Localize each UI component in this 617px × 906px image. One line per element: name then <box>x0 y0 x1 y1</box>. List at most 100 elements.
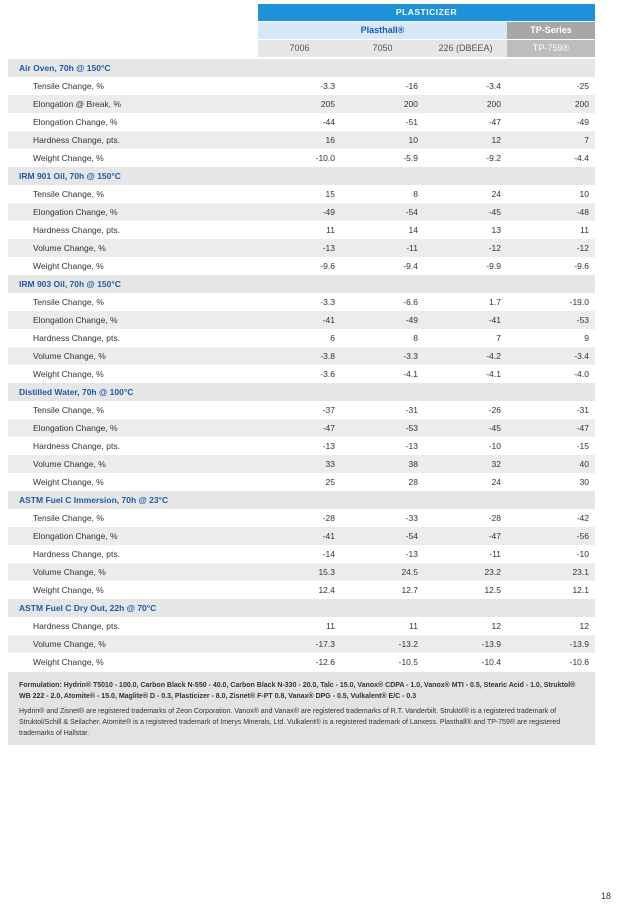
section-title: IRM 903 Oil, 70h @ 150°C <box>19 279 121 289</box>
data-row: Hardness Change, pts. -14 -13 -11 -10 <box>8 545 595 563</box>
row-label: Hardness Change, pts. <box>33 549 120 559</box>
value-cell: -49 <box>576 117 589 127</box>
section-title: ASTM Fuel C Immersion, 70h @ 23°C <box>19 495 169 505</box>
section-row: ASTM Fuel C Dry Out, 22h @ 70°C <box>8 599 595 617</box>
value-cell: -47 <box>488 531 501 541</box>
value-cell: -4.1 <box>403 369 418 379</box>
value-cell: -48 <box>576 207 589 217</box>
value-cell: -13 <box>322 243 335 253</box>
section-row: Distilled Water, 70h @ 100°C <box>8 383 595 401</box>
family-header: TP-Series <box>507 22 595 39</box>
value-cell: 13 <box>491 225 501 235</box>
row-label: Volume Change, % <box>33 459 106 469</box>
data-row: Volume Change, % 15.3 24.5 23.2 23.1 <box>8 563 595 581</box>
value-cell: -10.0 <box>315 153 335 163</box>
data-row: Weight Change, % -10.0 -5.9 -9.2 -4.4 <box>8 149 595 167</box>
value-cell: 33 <box>325 459 335 469</box>
row-label: Tensile Change, % <box>33 405 104 415</box>
value-cell: 11 <box>326 621 335 631</box>
data-row: Hardness Change, pts. -13 -13 -10 -15 <box>8 437 595 455</box>
value-cell: 200 <box>574 99 589 109</box>
row-label: Volume Change, % <box>33 351 106 361</box>
data-row: Weight Change, % -9.6 -9.4 -9.9 -9.6 <box>8 257 595 275</box>
value-cell: -11 <box>406 243 418 253</box>
value-cell: 25 <box>325 477 335 487</box>
value-cell: 11 <box>326 225 335 235</box>
data-row: Volume Change, % -13 -11 -12 -12 <box>8 239 595 257</box>
value-cell: -19.0 <box>569 297 589 307</box>
value-cell: 8 <box>413 189 418 199</box>
value-cell: -4.4 <box>574 153 589 163</box>
value-cell: 12 <box>579 621 589 631</box>
value-cell: -49 <box>405 315 418 325</box>
data-row: Weight Change, % -12.6 -10.5 -10.4 -10.6 <box>8 653 595 671</box>
value-cell: -11 <box>489 549 501 559</box>
value-cell: -25 <box>576 81 589 91</box>
section-title: IRM 901 Oil, 70h @ 150°C <box>19 171 121 181</box>
section-title: Distilled Water, 70h @ 100°C <box>19 387 134 397</box>
value-cell: -37 <box>322 405 335 415</box>
value-cell: 1.7 <box>489 297 501 307</box>
value-cell: 24.5 <box>401 567 418 577</box>
column-header: TP-759® <box>507 40 595 57</box>
value-cell: -54 <box>405 531 418 541</box>
row-label: Volume Change, % <box>33 243 106 253</box>
value-cell: 11 <box>580 225 589 235</box>
value-cell: 200 <box>486 99 501 109</box>
value-cell: -10 <box>576 549 589 559</box>
value-cell: -47 <box>488 117 501 127</box>
value-cell: -6.6 <box>403 297 418 307</box>
value-cell: -10.6 <box>569 657 589 667</box>
value-cell: 15 <box>325 189 335 199</box>
value-cell: -12 <box>576 243 589 253</box>
value-cell: -3.6 <box>320 369 335 379</box>
value-cell: 12.1 <box>572 585 589 595</box>
value-cell: -42 <box>576 513 589 523</box>
value-cell: -53 <box>576 315 589 325</box>
value-cell: -3.4 <box>574 351 589 361</box>
data-row: Hardness Change, pts. 11 14 13 11 <box>8 221 595 239</box>
value-cell: -13 <box>405 549 418 559</box>
data-row: Tensile Change, % -28 -33 -28 -42 <box>8 509 595 527</box>
column-header: 7050 <box>341 40 424 57</box>
value-cell: -13.2 <box>398 639 418 649</box>
value-cell: -10.5 <box>398 657 418 667</box>
row-label: Hardness Change, pts. <box>33 621 120 631</box>
section-title: ASTM Fuel C Dry Out, 22h @ 70°C <box>19 603 157 613</box>
value-cell: -4.2 <box>486 351 501 361</box>
data-row: Volume Change, % -17.3 -13.2 -13.9 -13.9 <box>8 635 595 653</box>
value-cell: 40 <box>579 459 589 469</box>
data-row: Volume Change, % 33 38 32 40 <box>8 455 595 473</box>
data-row: Tensile Change, % -3.3 -16 -3.4 -25 <box>8 77 595 95</box>
value-cell: -9.2 <box>486 153 501 163</box>
row-label: Volume Change, % <box>33 639 106 649</box>
value-cell: -3.4 <box>486 81 501 91</box>
value-cell: 14 <box>408 225 418 235</box>
value-cell: 200 <box>403 99 418 109</box>
section-row: IRM 901 Oil, 70h @ 150°C <box>8 167 595 185</box>
value-cell: 38 <box>408 459 418 469</box>
page-number: 18 <box>600 891 611 901</box>
row-label: Hardness Change, pts. <box>33 135 120 145</box>
value-cell: -13.9 <box>481 639 501 649</box>
value-cell: 28 <box>408 477 418 487</box>
data-row: Tensile Change, % -37 -31 -26 -31 <box>8 401 595 419</box>
data-row: Weight Change, % 12.4 12.7 12.5 12.1 <box>8 581 595 599</box>
row-label: Hardness Change, pts. <box>33 225 120 235</box>
value-cell: 12.7 <box>401 585 418 595</box>
row-label: Elongation Change, % <box>33 531 118 541</box>
value-cell: -3.3 <box>320 81 335 91</box>
data-row: Weight Change, % 25 28 24 30 <box>8 473 595 491</box>
value-cell: -9.9 <box>486 261 501 271</box>
value-cell: 23.1 <box>572 567 589 577</box>
row-label: Weight Change, % <box>33 153 104 163</box>
value-cell: 16 <box>325 135 335 145</box>
value-cell: -28 <box>488 513 501 523</box>
value-cell: -12.6 <box>315 657 335 667</box>
value-cell: -53 <box>405 423 418 433</box>
value-cell: -12 <box>488 243 501 253</box>
value-cell: -41 <box>488 315 501 325</box>
column-header: 7006 <box>258 40 341 57</box>
value-cell: -16 <box>405 81 418 91</box>
value-cell: -13.9 <box>569 639 589 649</box>
